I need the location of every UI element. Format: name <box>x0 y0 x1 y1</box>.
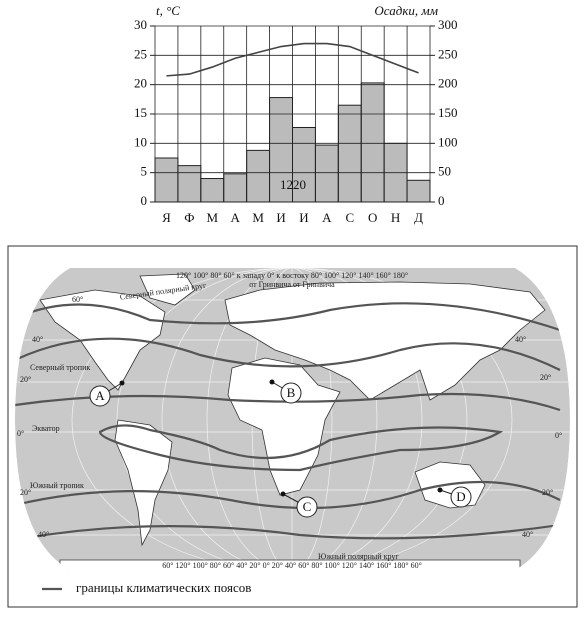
map-label: Северный тропик <box>30 363 90 372</box>
legend-label: границы климатических поясов <box>76 580 251 595</box>
bar <box>314 144 339 203</box>
lat-label: 0° <box>555 431 562 440</box>
climate-boundaries <box>15 302 561 542</box>
lat-label: 20° <box>20 488 31 497</box>
map-label: Южный тропик <box>30 481 84 490</box>
y2-axis-title: Осадки, мм <box>374 3 438 18</box>
x-tick-label: С <box>345 210 354 225</box>
lat-label: 0° <box>17 429 24 438</box>
x-tick-label: Ф <box>184 210 194 225</box>
y2-tick-label: 0 <box>438 193 445 208</box>
map <box>15 268 570 570</box>
lat-label: 40° <box>522 530 533 539</box>
x-tick-label: И <box>299 210 308 225</box>
y2-tick-label: 100 <box>438 134 458 149</box>
map-label: 60° 120° 100° 80° 60° 40° 20° 0° 20° 40°… <box>162 561 422 570</box>
point-label: D <box>456 489 465 504</box>
x-tick-label: О <box>368 210 377 225</box>
x-tick-label: М <box>207 210 219 225</box>
x-tick-label: Д <box>414 210 423 225</box>
y2-tick-label: 150 <box>438 105 458 120</box>
lat-label: 20° <box>542 488 553 497</box>
map-label: 120° 100° 80° 60° к западу 0° к востоку … <box>176 271 408 280</box>
lat-label: 40° <box>32 335 43 344</box>
lat-label: 60° <box>72 295 83 304</box>
bar <box>337 104 362 203</box>
bar <box>200 178 225 203</box>
continents <box>39 273 546 570</box>
y2-tick-label: 300 <box>438 17 458 32</box>
point-label: C <box>303 499 312 514</box>
y-axis-title: t, °C <box>156 3 180 18</box>
x-tick-label: М <box>252 210 264 225</box>
bar <box>154 157 179 203</box>
y-tick-label: 30 <box>134 17 147 32</box>
y-tick-label: 5 <box>141 164 148 179</box>
y2-tick-label: 200 <box>438 76 458 91</box>
x-tick-label: А <box>231 210 241 225</box>
y2-tick-label: 50 <box>438 164 451 179</box>
map-label: Южный полярный круг <box>318 552 399 561</box>
point-circle <box>450 486 472 508</box>
bar <box>177 165 202 203</box>
point-label: A <box>95 388 105 403</box>
lat-label: 40° <box>515 335 526 344</box>
y-tick-label: 20 <box>134 76 147 91</box>
point-circle <box>296 496 318 518</box>
bar <box>406 179 431 203</box>
map-label: Экватор <box>32 424 60 433</box>
point-dot <box>437 487 443 493</box>
y-tick-label: 0 <box>141 193 148 208</box>
bar <box>246 149 271 203</box>
x-tick-label: И <box>276 210 285 225</box>
temperature-line <box>166 42 419 77</box>
lat-label: 20° <box>540 373 551 382</box>
y-tick-label: 10 <box>134 134 147 149</box>
x-tick-label: Н <box>391 210 400 225</box>
point-circle <box>280 382 302 404</box>
point-circle <box>89 385 111 407</box>
point-label: B <box>287 385 296 400</box>
map-frame <box>7 245 578 608</box>
y-tick-label: 15 <box>134 105 147 120</box>
point-dot <box>280 491 286 497</box>
x-tick-label: А <box>322 210 332 225</box>
x-tick-label: Я <box>162 210 171 225</box>
bar <box>360 82 385 203</box>
lat-label: 20° <box>20 375 31 384</box>
map-label: от Гринвича от Гринвича <box>249 280 335 289</box>
annotation: 1220 <box>280 177 306 192</box>
point-dot <box>119 380 125 386</box>
y2-tick-label: 250 <box>438 46 458 61</box>
bar <box>223 173 248 203</box>
lat-label: 40° <box>38 530 49 539</box>
y-tick-label: 25 <box>134 46 147 61</box>
point-dot <box>269 379 275 385</box>
